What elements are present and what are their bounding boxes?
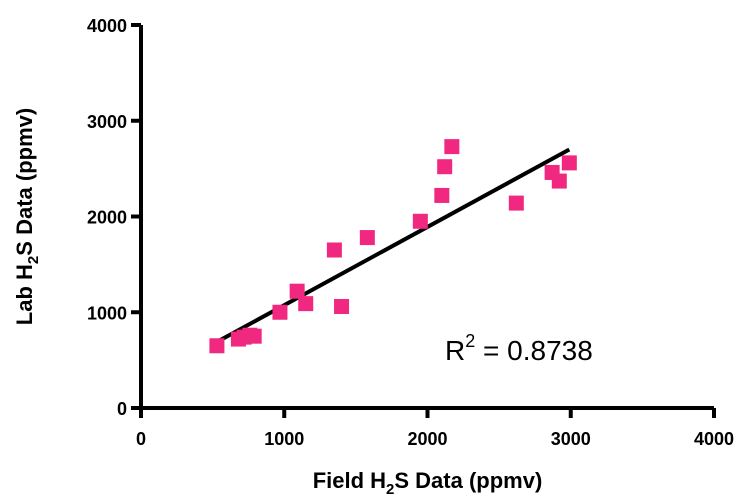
data-point — [444, 139, 460, 155]
y-axis-label-pre: Lab H — [12, 264, 37, 325]
data-point — [434, 187, 450, 203]
data-point — [508, 195, 524, 211]
x-axis-label-post: S Data (ppmv) — [394, 468, 542, 493]
r-squared-base: R — [445, 335, 465, 366]
data-point — [209, 338, 225, 354]
x-tick-label: 1000 — [264, 429, 304, 449]
x-tick-label: 4000 — [694, 429, 734, 449]
y-axis-label: Lab H2S Data (ppmv) — [12, 108, 42, 325]
x-axis-label: Field H2S Data (ppmv) — [313, 468, 543, 498]
r-squared-value: = 0.8738 — [475, 335, 593, 366]
data-point — [289, 283, 305, 299]
data-point — [246, 328, 262, 344]
y-tick-label: 4000 — [87, 16, 127, 36]
y-axis-label-sub: 2 — [25, 256, 42, 264]
r-squared-annotation: R2 = 0.8738 — [445, 331, 593, 366]
x-tick-label: 3000 — [551, 429, 591, 449]
data-point — [359, 230, 375, 246]
y-tick-label: 1000 — [87, 303, 127, 323]
x-axis-label-pre: Field H — [313, 468, 386, 493]
data-point — [326, 242, 342, 258]
y-axis-label-post: S Data (ppmv) — [12, 108, 37, 256]
y-tick-label: 0 — [117, 399, 127, 419]
data-point — [561, 155, 577, 171]
data-point — [272, 304, 288, 320]
data-point — [412, 213, 428, 229]
data-point — [298, 296, 314, 312]
y-tick-label: 3000 — [87, 112, 127, 132]
fit-line — [215, 147, 571, 344]
data-points — [209, 139, 577, 354]
x-tick-label: 2000 — [407, 429, 447, 449]
data-point — [334, 299, 350, 315]
axis-labels: Field H2S Data (ppmv)Lab H2S Data (ppmv)… — [12, 108, 593, 498]
x-axis-label-sub: 2 — [386, 481, 394, 498]
data-point — [551, 173, 567, 189]
x-tick-label: 0 — [136, 429, 146, 449]
axes: 0 1000 2000 3000 4000 0 1000 2000 3000 4000 — [87, 16, 734, 449]
fit-line-group — [215, 147, 571, 344]
r-squared-sup: 2 — [465, 331, 475, 351]
y-tick-label: 2000 — [87, 208, 127, 228]
data-point — [437, 159, 453, 175]
